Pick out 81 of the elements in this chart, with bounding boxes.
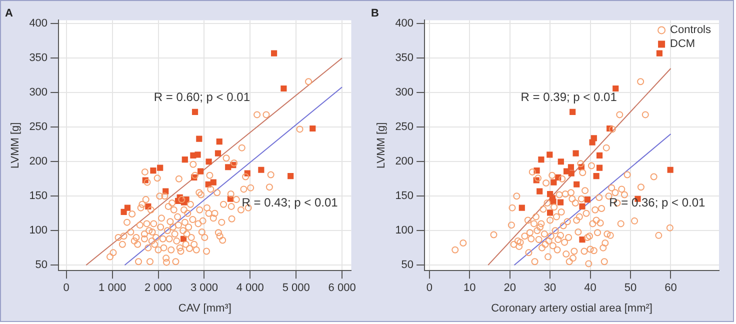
- y-tick-label: 250: [395, 121, 414, 134]
- point: [656, 50, 663, 56]
- point: [612, 85, 619, 92]
- point: [558, 158, 564, 165]
- x-tick-label: 10: [463, 282, 476, 294]
- point: [216, 138, 222, 145]
- point: [579, 236, 586, 243]
- x-tick-label: 0: [426, 282, 432, 294]
- x-tick-label: 6 000: [328, 282, 356, 294]
- point: [570, 108, 576, 115]
- point: [258, 166, 264, 173]
- point: [150, 168, 156, 174]
- y-tick-label: 400: [29, 18, 48, 30]
- point: [546, 152, 553, 158]
- x-axis-title: Coronary artery ostial area [mm²]: [491, 302, 652, 314]
- point: [157, 164, 164, 171]
- chart-title: A: [5, 8, 13, 20]
- y-tick-label: 100: [395, 224, 414, 237]
- chart-title: B: [371, 8, 379, 20]
- x-tick-label: 2 000: [144, 282, 172, 294]
- y-tick-label: 350: [29, 52, 48, 64]
- point: [574, 181, 580, 188]
- y-tick-label: 300: [395, 86, 414, 99]
- y-tick-label: 150: [395, 190, 414, 202]
- point: [596, 164, 603, 171]
- point: [182, 156, 188, 163]
- point: [572, 150, 579, 156]
- x-tick-label: 5 000: [282, 282, 310, 294]
- point: [550, 179, 557, 186]
- point: [196, 136, 202, 142]
- y-tick-label: 250: [29, 121, 48, 134]
- y-tick-label: 100: [29, 224, 48, 237]
- point: [579, 203, 586, 210]
- point: [568, 164, 574, 170]
- point: [584, 196, 591, 203]
- annotation: R = 0.39; p < 0.01: [520, 90, 618, 104]
- point: [557, 199, 564, 206]
- point: [124, 204, 131, 211]
- point: [210, 179, 216, 186]
- legend-label: DCM: [670, 38, 696, 50]
- x-tick-label: 1 000: [98, 282, 126, 294]
- x-tick-label: 60: [664, 282, 677, 294]
- x-tick-label: 3 000: [190, 282, 218, 294]
- y-tick-label: 300: [29, 86, 48, 99]
- point: [593, 173, 600, 180]
- point: [536, 188, 543, 194]
- point: [214, 150, 222, 156]
- point: [590, 135, 597, 142]
- point: [206, 158, 212, 165]
- y-axis-title: LVMM [g]: [10, 122, 22, 169]
- y-tick-label: 400: [395, 18, 414, 30]
- point: [288, 173, 294, 180]
- point: [197, 168, 204, 174]
- y-tick-label: 350: [395, 52, 414, 64]
- x-tick-label: 4 000: [236, 282, 264, 294]
- x-tick-label: 0: [63, 282, 70, 294]
- point: [568, 170, 574, 176]
- y-tick-label: 200: [29, 156, 48, 168]
- point: [280, 85, 287, 92]
- y-axis-title: LVMM [g]: [376, 122, 388, 169]
- y-tick-label: 50: [401, 259, 414, 272]
- point: [596, 152, 603, 158]
- x-tick-label: 40: [584, 282, 596, 294]
- x-tick-label: 30: [544, 282, 556, 294]
- point: [310, 125, 316, 132]
- point: [538, 156, 544, 163]
- point: [550, 198, 556, 205]
- y-tick-label: 50: [35, 259, 48, 272]
- y-tick-label: 150: [29, 190, 48, 202]
- point: [194, 152, 201, 158]
- point: [271, 50, 278, 56]
- y-tick-label: 200: [395, 156, 414, 168]
- point: [192, 108, 198, 115]
- annotation: R = 0.60; p < 0.01: [154, 90, 250, 104]
- x-axis-title: CAV [mm³]: [178, 302, 232, 314]
- point: [518, 204, 525, 211]
- legend-label: Controls: [670, 24, 712, 36]
- x-tick-label: 50: [624, 282, 637, 294]
- point: [667, 166, 674, 173]
- point: [547, 210, 554, 216]
- x-tick-label: 20: [504, 282, 516, 294]
